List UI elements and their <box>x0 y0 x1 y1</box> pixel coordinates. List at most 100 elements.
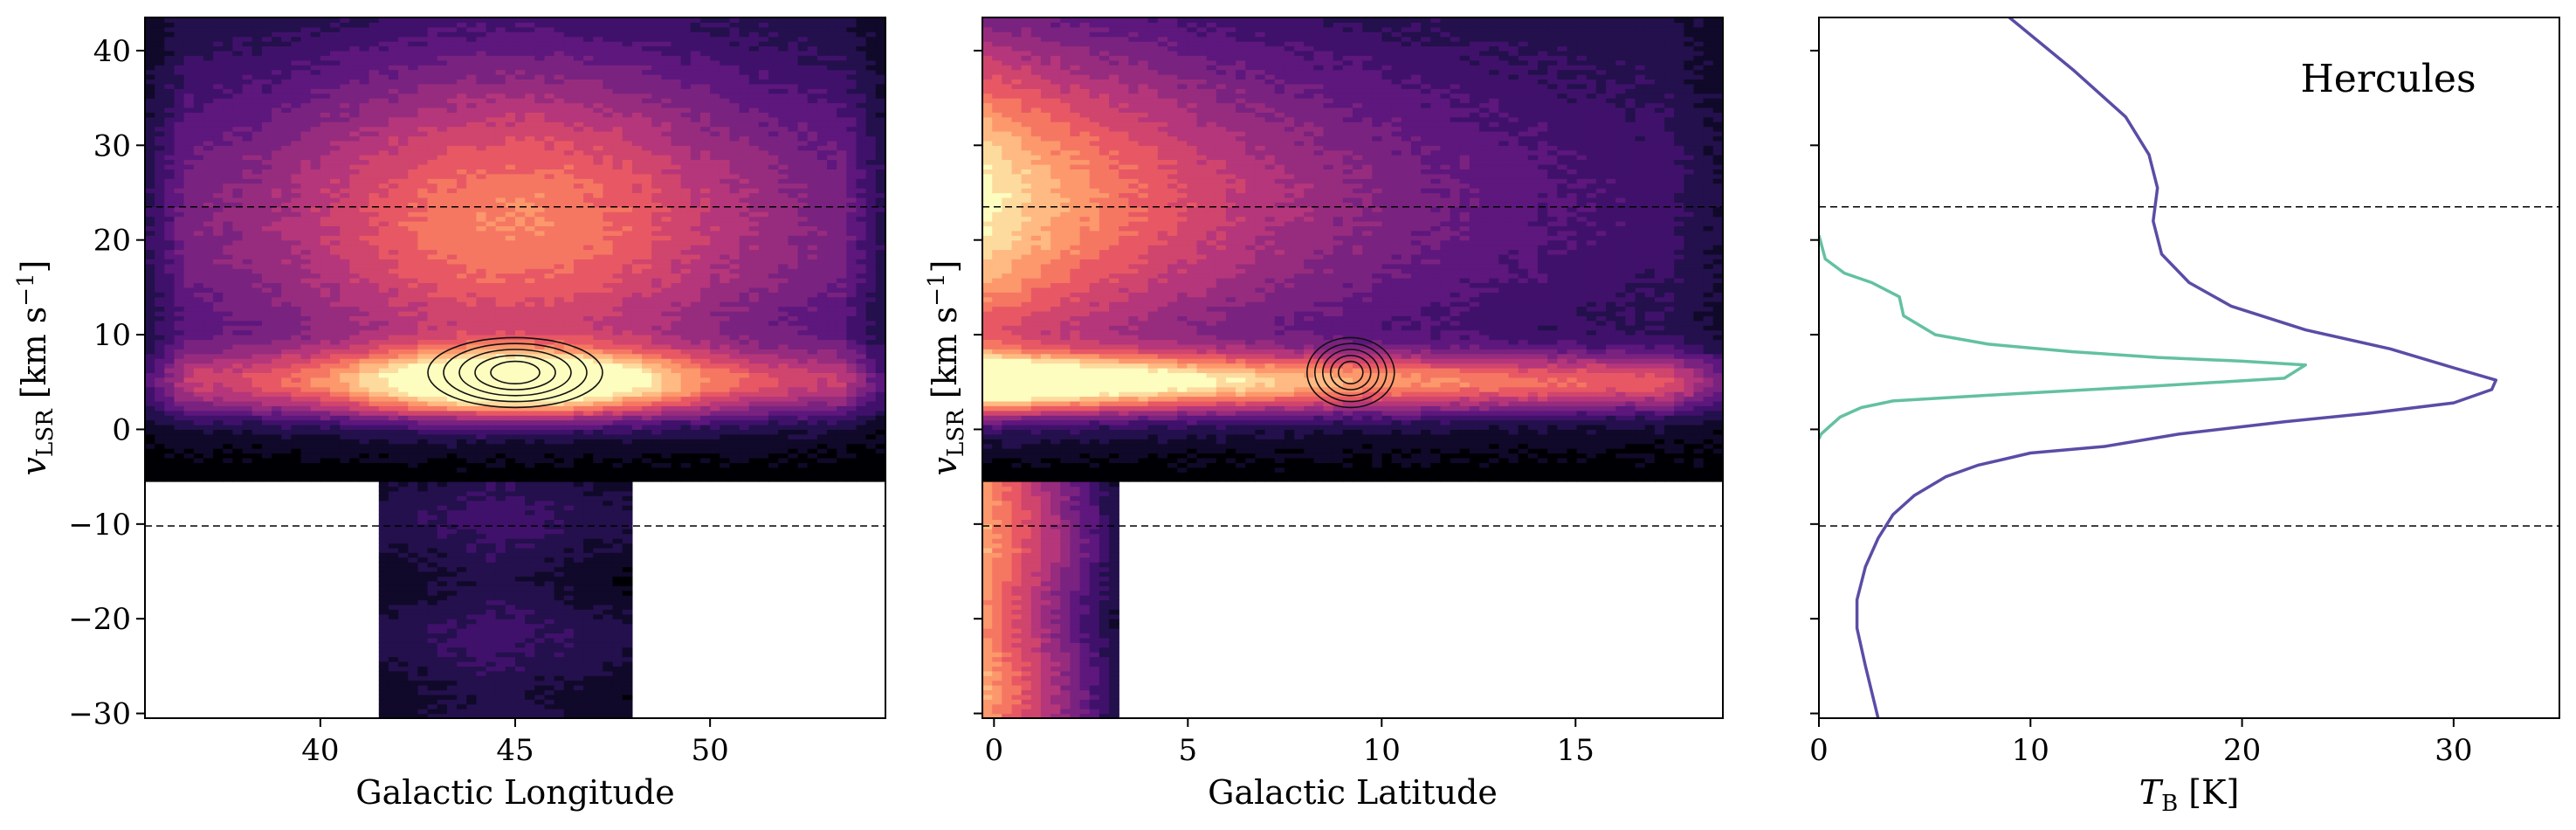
heat-cell <box>457 709 467 715</box>
heat-cell <box>457 235 467 241</box>
heat-cell <box>466 287 477 293</box>
heat-cell <box>145 235 155 241</box>
heat-cell <box>378 656 389 662</box>
heat-cell <box>378 178 389 184</box>
heat-cell <box>437 405 448 412</box>
heat-cell <box>388 377 399 383</box>
heat-cell <box>242 169 253 175</box>
heat-cell <box>486 202 497 208</box>
heat-cell <box>242 202 253 208</box>
heat-cell <box>476 301 487 308</box>
heat-cell <box>232 329 244 335</box>
heat-cell <box>388 661 399 667</box>
heat-cell <box>437 490 448 496</box>
heat-cell <box>251 391 263 398</box>
heat-cell <box>183 306 195 312</box>
heat-cell <box>272 59 282 66</box>
heat-cell <box>476 145 487 151</box>
heat-cell <box>505 538 516 544</box>
heat-cell <box>281 178 292 184</box>
heat-cell <box>310 131 321 137</box>
heat-cell <box>388 41 399 47</box>
heat-cell <box>203 245 214 251</box>
heat-cell <box>251 126 263 132</box>
heat-cell <box>193 443 204 449</box>
heat-cell <box>378 382 389 388</box>
heat-cell <box>155 396 165 402</box>
heat-cell <box>223 102 234 108</box>
heat-cell <box>427 476 438 482</box>
heat-cell <box>515 164 526 169</box>
heat-cell <box>164 164 176 169</box>
heat-cell <box>378 69 389 75</box>
heat-cell <box>457 292 467 298</box>
heat-cell <box>457 183 467 189</box>
heat-cell <box>272 197 282 203</box>
heat-cell <box>525 557 535 563</box>
heat-cell <box>300 65 312 71</box>
heat-cell <box>155 453 165 459</box>
heat-cell <box>368 225 380 232</box>
heat-cell <box>349 339 361 345</box>
heat-cell <box>534 429 546 435</box>
heat-cell <box>457 36 467 42</box>
heat-cell <box>408 263 419 269</box>
heat-cell <box>486 131 497 137</box>
heat-cell <box>525 415 535 421</box>
heat-cell <box>505 197 516 203</box>
heat-cell <box>466 652 477 658</box>
heat-cell <box>398 495 409 501</box>
heat-cell <box>155 178 165 184</box>
heat-cell <box>203 358 214 364</box>
heat-cell <box>330 216 341 222</box>
heat-cell <box>368 343 380 349</box>
heat-cell <box>291 149 302 156</box>
heat-cell <box>505 83 516 89</box>
heat-cell <box>359 178 370 184</box>
heat-cell <box>446 439 458 445</box>
heat-cell <box>427 505 438 511</box>
heat-cell <box>466 36 477 42</box>
heat-cell <box>544 287 555 293</box>
heat-cell <box>446 604 458 610</box>
heat-cell <box>408 31 419 38</box>
heat-cell <box>145 343 155 349</box>
heat-cell <box>310 93 321 99</box>
heat-cell <box>515 306 526 312</box>
heat-cell <box>495 102 506 108</box>
heat-cell <box>232 69 244 75</box>
heat-cell <box>300 400 312 406</box>
heat-cell <box>457 230 467 236</box>
heat-cell <box>310 88 321 94</box>
heat-cell <box>437 609 448 615</box>
heat-cell <box>476 178 487 184</box>
heat-cell <box>486 135 497 142</box>
heat-cell <box>544 694 555 700</box>
heat-cell <box>193 235 204 241</box>
heat-cell <box>281 202 292 208</box>
heat-cell <box>251 192 263 198</box>
heat-cell <box>349 183 361 189</box>
heat-cell <box>427 306 438 312</box>
heat-cell <box>476 292 487 298</box>
heat-cell <box>330 358 341 364</box>
heat-cell <box>486 415 497 421</box>
heat-cell <box>486 325 497 331</box>
heat-cell <box>359 358 370 364</box>
heat-cell <box>398 666 409 672</box>
heat-cell <box>457 647 467 653</box>
heat-cell <box>145 83 155 89</box>
heat-cell <box>155 112 165 118</box>
heat-cell <box>164 301 176 308</box>
heat-cell <box>145 98 155 104</box>
heat-cell <box>272 102 282 108</box>
heat-cell <box>466 65 477 71</box>
heat-cell <box>544 486 555 492</box>
heat-cell <box>174 301 185 308</box>
heat-cell <box>145 211 155 218</box>
heat-cell <box>476 557 487 563</box>
heat-cell <box>359 287 370 293</box>
heat-cell <box>242 107 253 113</box>
heat-cell <box>388 580 399 586</box>
heat-cell <box>417 239 429 246</box>
